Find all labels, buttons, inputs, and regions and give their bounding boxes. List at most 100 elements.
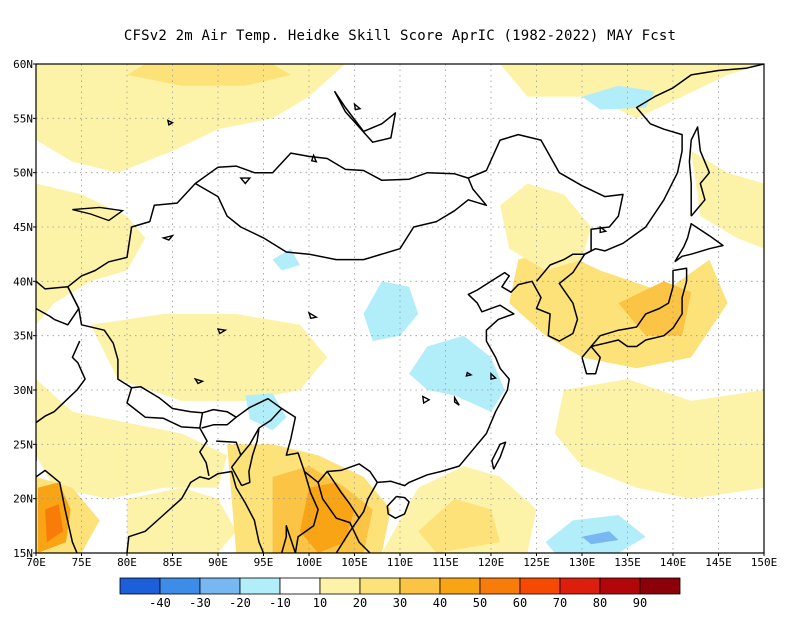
- colorbar-swatch: [239, 577, 281, 595]
- lat-tick-label: 30N: [13, 384, 33, 397]
- region-tibet: [90, 313, 328, 401]
- lake: [239, 177, 252, 185]
- colorbar-label: -40: [149, 596, 171, 610]
- lon-tick-label: 135E: [614, 556, 641, 569]
- map-title: CFSv2 2m Air Temp. Heidke Skill Score Ap…: [123, 28, 677, 44]
- colorbar-label: 50: [473, 596, 487, 610]
- latitude-ticks: 15N 20N 25N 30N 35N 40N 45N 50N 55N 60N: [13, 58, 36, 560]
- country-border: [67, 133, 624, 288]
- country-border: [194, 152, 469, 185]
- lat-tick-label: 20N: [13, 493, 33, 506]
- coastlines-and-borders: [36, 64, 764, 553]
- coastline: [491, 441, 507, 470]
- colorbar-label: 90: [633, 596, 647, 610]
- colorbar-swatch: [279, 577, 321, 595]
- colorbar-swatch: [639, 577, 681, 595]
- colorbar-label: 20: [353, 596, 367, 610]
- lat-tick-label: 60N: [13, 58, 33, 71]
- lon-tick-label: 75E: [72, 556, 92, 569]
- coastline: [674, 222, 724, 263]
- lon-tick-label: 145E: [705, 556, 732, 569]
- colorbar-swatch: [439, 577, 481, 595]
- colorbar-label: 60: [513, 596, 527, 610]
- longitude-ticks: 70E 75E 80E 85E 90E 95E 100E 105E 110E 115E 120E 12…: [26, 553, 777, 569]
- lake: [453, 395, 460, 406]
- colorbar-swatch: [159, 577, 201, 595]
- colorbar-swatch: [319, 577, 361, 595]
- region-cold-mongolia: [272, 248, 300, 271]
- lat-lon-grid: [36, 64, 764, 553]
- colorbar-swatch: [119, 577, 161, 595]
- lake: [161, 234, 175, 241]
- region-pacific: [554, 379, 764, 499]
- lon-tick-label: 150E: [751, 556, 778, 569]
- lat-tick-label: 15N: [13, 547, 33, 560]
- lake: [421, 395, 431, 405]
- colorbar-swatch: [399, 577, 441, 595]
- colorbar-label: 10: [313, 596, 327, 610]
- coastline: [333, 90, 397, 143]
- colorbar-swatch: [519, 577, 561, 595]
- lat-tick-label: 35N: [13, 330, 33, 343]
- lon-tick-label: 85E: [163, 556, 183, 569]
- country-border: [317, 482, 371, 553]
- lake: [599, 225, 608, 234]
- lake: [490, 372, 498, 380]
- lon-tick-label: 115E: [432, 556, 459, 569]
- coastline: [386, 495, 410, 519]
- region-scs-core: [418, 498, 501, 553]
- coastline: [126, 470, 265, 553]
- lon-tick-label: 90E: [208, 556, 228, 569]
- colorbar-label: 80: [593, 596, 607, 610]
- coastline: [335, 64, 764, 553]
- coastline: [581, 345, 601, 375]
- region-kazakhstan: [36, 183, 146, 325]
- colorbar-label: 30: [393, 596, 407, 610]
- lake: [72, 206, 125, 222]
- country-border: [241, 427, 260, 487]
- colorbar-label: 70: [553, 596, 567, 610]
- region-west-siberia-core: [127, 64, 291, 86]
- lon-tick-label: 80E: [117, 556, 137, 569]
- lat-tick-label: 55N: [13, 112, 33, 125]
- lon-tick-label: 125E: [523, 556, 550, 569]
- colorbar-legend: -40 -30 -20 -10 10 20 30 40 50 60 70 80 90: [119, 577, 681, 610]
- lon-tick-label: 95E: [254, 556, 274, 569]
- lat-tick-label: 50N: [13, 167, 33, 180]
- lon-tick-label: 130E: [569, 556, 596, 569]
- lon-tick-label: 70E: [26, 556, 46, 569]
- lake: [465, 371, 473, 377]
- country-border: [535, 253, 585, 282]
- country-border: [326, 471, 360, 519]
- region-cold-northeast: [582, 85, 655, 110]
- country-border: [294, 471, 319, 553]
- region-cold-north-china: [363, 281, 419, 342]
- region-sakhalin-sea: [691, 150, 764, 249]
- lat-tick-label: 45N: [13, 221, 33, 234]
- lake: [353, 102, 362, 111]
- lon-tick-label: 140E: [660, 556, 687, 569]
- colorbar-swatch: [359, 577, 401, 595]
- region-japan-core: [618, 281, 692, 336]
- coastline: [36, 469, 78, 553]
- lon-tick-label: 100E: [296, 556, 323, 569]
- region-cold-core: [582, 531, 619, 545]
- colorbar-label: -20: [229, 596, 251, 610]
- colorbar-label: 40: [433, 596, 447, 610]
- country-border: [67, 286, 378, 484]
- region-india-hot: [45, 504, 64, 543]
- country-border: [36, 340, 86, 424]
- lon-tick-label: 105E: [341, 556, 368, 569]
- colorbar-label: -10: [269, 596, 291, 610]
- coastline: [280, 525, 297, 553]
- country-border: [36, 307, 55, 321]
- colorbar-swatch: [559, 577, 601, 595]
- lake: [193, 377, 205, 385]
- colorbar-label: -30: [189, 596, 211, 610]
- region-india-north: [36, 379, 228, 499]
- region-manchuria: [500, 183, 592, 271]
- coastline: [590, 267, 688, 348]
- lake: [166, 119, 174, 127]
- country-border: [201, 416, 237, 429]
